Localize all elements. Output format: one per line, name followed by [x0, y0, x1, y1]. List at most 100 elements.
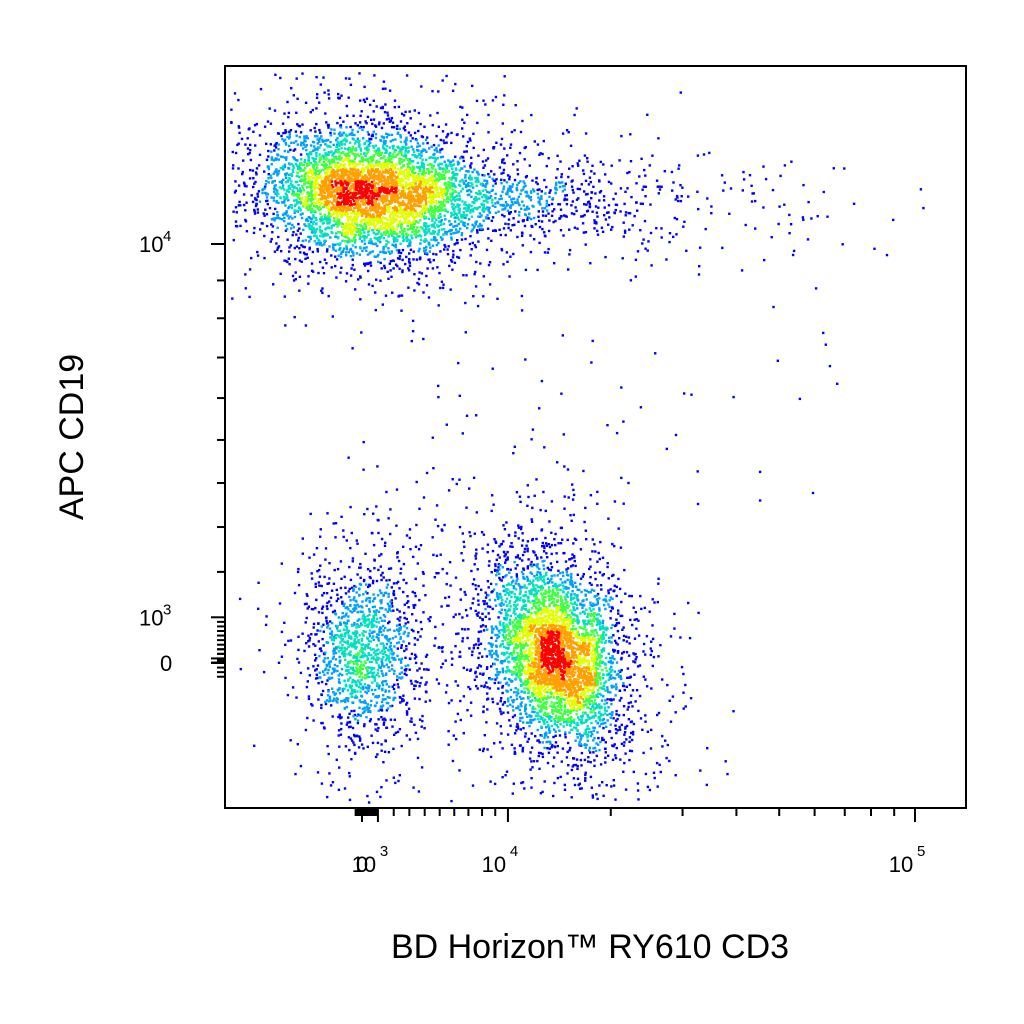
event-dot	[499, 725, 502, 728]
event-dot	[476, 687, 479, 690]
event-dot	[482, 705, 485, 708]
event-dot	[363, 683, 367, 686]
event-dot	[654, 352, 657, 355]
event-dot	[310, 225, 314, 228]
event-dot	[309, 237, 312, 241]
event-dot	[472, 146, 475, 150]
event-dot	[537, 196, 540, 199]
event-dot	[338, 248, 341, 251]
event-dot	[501, 660, 505, 663]
event-dot	[502, 603, 505, 606]
event-dot	[487, 131, 490, 134]
event-dot	[371, 635, 375, 638]
event-dot	[353, 133, 356, 137]
event-dot	[399, 120, 403, 123]
event-dot	[405, 711, 409, 714]
event-dot	[351, 678, 354, 682]
event-dot	[356, 130, 360, 133]
event-dot	[513, 593, 516, 596]
event-dot	[286, 238, 289, 241]
event-dot	[311, 231, 315, 234]
event-dot	[606, 686, 609, 689]
event-dot	[299, 153, 303, 156]
event-dot	[402, 699, 405, 702]
event-dot	[371, 674, 375, 677]
event-dot	[460, 167, 464, 170]
event-dot	[608, 712, 612, 716]
event-dot	[330, 704, 333, 707]
event-dot	[325, 250, 329, 253]
event-dot	[505, 251, 509, 254]
event-dot	[293, 246, 296, 250]
event-dot	[506, 174, 510, 177]
event-dot	[347, 665, 350, 668]
event-dot	[543, 575, 546, 578]
event-dot	[315, 598, 318, 602]
event-dot	[263, 214, 266, 217]
event-dot	[651, 637, 655, 641]
event-dot	[318, 676, 321, 679]
event-dot	[564, 182, 567, 185]
event-dot	[368, 261, 371, 265]
event-dot	[349, 604, 352, 607]
event-dot	[580, 736, 583, 739]
event-dot	[498, 228, 501, 231]
event-dot	[405, 601, 409, 605]
event-dot	[674, 774, 677, 777]
event-dot	[597, 551, 600, 555]
event-dot	[620, 614, 624, 618]
event-dot	[571, 581, 574, 584]
event-dot	[509, 703, 512, 706]
event-dot	[687, 195, 690, 198]
event-dot	[539, 508, 542, 512]
event-dot	[319, 260, 322, 264]
event-dot	[509, 211, 512, 214]
event-dot	[382, 137, 385, 140]
event-dot	[401, 697, 404, 701]
event-dot	[376, 465, 379, 468]
event-dot	[239, 224, 242, 228]
event-dot	[621, 652, 624, 655]
event-dot	[291, 185, 294, 188]
event-dot	[586, 733, 590, 737]
event-dot	[387, 241, 390, 244]
event-dot	[476, 206, 479, 210]
event-dot	[337, 650, 341, 653]
event-dot	[401, 699, 404, 702]
event-dot	[288, 133, 291, 136]
event-dot	[634, 258, 638, 261]
event-dot	[388, 685, 391, 688]
event-dot	[266, 120, 270, 123]
event-dot	[533, 710, 536, 714]
event-dot	[414, 680, 417, 683]
event-dot	[337, 254, 340, 257]
event-dot	[554, 730, 557, 733]
event-dot	[488, 687, 491, 690]
event-dot	[385, 586, 389, 589]
event-dot	[573, 596, 576, 600]
event-dot	[590, 170, 593, 173]
event-dot	[355, 626, 358, 629]
event-dot	[335, 599, 338, 603]
event-dot	[483, 179, 486, 182]
event-dot	[519, 719, 522, 722]
event-dot	[583, 520, 586, 524]
event-dot	[378, 628, 381, 631]
event-dot	[487, 172, 490, 176]
event-dot	[509, 688, 513, 692]
event-dot	[509, 605, 512, 608]
event-dot	[231, 150, 234, 154]
event-dot	[252, 177, 255, 180]
event-dot	[372, 656, 375, 659]
event-dot	[501, 747, 504, 750]
event-dot	[374, 614, 378, 617]
event-dot	[567, 131, 570, 134]
event-dot	[288, 263, 291, 266]
event-dot	[440, 280, 444, 283]
event-dot	[557, 569, 560, 572]
event-dot	[807, 200, 810, 204]
event-dot	[633, 637, 637, 640]
event-dot	[611, 606, 614, 610]
event-dot	[364, 686, 367, 689]
event-dot	[321, 140, 324, 143]
